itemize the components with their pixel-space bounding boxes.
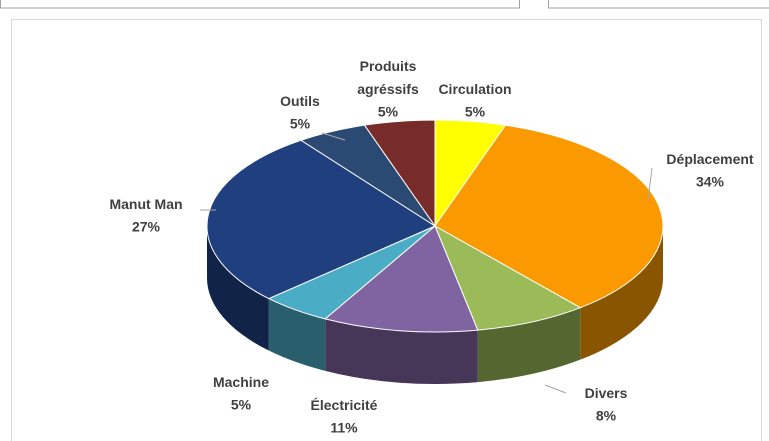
category-line: Divers [585, 385, 628, 401]
category-line: Déplacement [666, 151, 753, 167]
category-label: Produits agréssifs [357, 58, 419, 97]
category-line: Circulation [438, 81, 511, 97]
slice [324, 225, 479, 333]
value-label: 11% [330, 420, 358, 436]
category-label: Déplacement [666, 151, 753, 167]
slice-side [268, 298, 326, 371]
category-label: Électricité [311, 397, 378, 413]
category-label: Outils [280, 93, 320, 109]
category-line: Outils [280, 93, 320, 109]
slice-side [580, 226, 663, 360]
slice-side [207, 226, 269, 351]
value-label: 5% [465, 104, 486, 120]
leader-line [321, 132, 346, 141]
top-field [0, 0, 520, 9]
category-line: Électricité [311, 397, 378, 413]
leader-line [544, 384, 567, 394]
value-label: 5% [231, 397, 252, 413]
category-line: Produits [360, 58, 417, 74]
value-label: 5% [378, 104, 399, 120]
slice-side [477, 307, 581, 383]
slice [206, 139, 437, 300]
value-label: 34% [696, 174, 725, 190]
category-line: agréssifs [357, 81, 419, 97]
value-label: 8% [596, 408, 617, 424]
value-label: 27% [132, 219, 161, 235]
category-label: Divers [585, 385, 628, 401]
category-label: Circulation [438, 81, 511, 97]
slice-side [325, 318, 478, 384]
leader-line [647, 167, 653, 201]
category-line: Manut Man [109, 196, 182, 212]
slice [433, 224, 582, 331]
value-label: 5% [290, 116, 311, 132]
slice [434, 124, 664, 309]
category-line: Machine [213, 374, 269, 390]
top-field [548, 0, 769, 9]
category-label: Manut Man [109, 196, 182, 212]
slice [363, 119, 436, 228]
category-label: Machine [213, 374, 269, 390]
